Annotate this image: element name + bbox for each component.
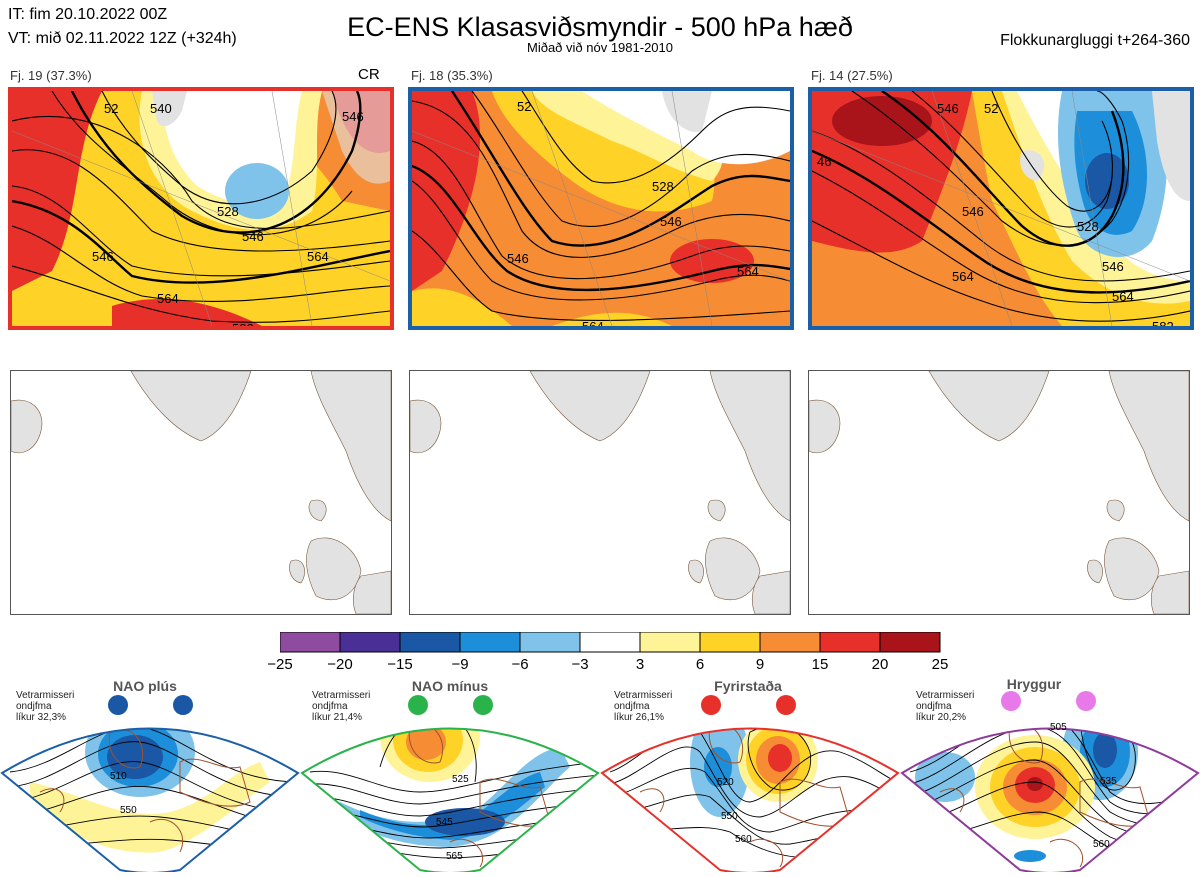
contour-label: 546 (660, 214, 682, 229)
contour-label: 528 (1077, 219, 1099, 234)
colorbar (280, 632, 941, 653)
colorbar-tick: −25 (267, 656, 293, 673)
regime-info-line: Vetrarmisseri (614, 690, 673, 701)
contour-label: 546 (507, 251, 529, 266)
regime-info-line: líkur 21,4% (312, 712, 363, 723)
contour-label: 52 (104, 101, 118, 116)
page-title: EC-ENS Klasasviðsmyndir - 500 hPa hæð (347, 12, 853, 42)
contour-label: 510 (110, 771, 127, 782)
colorbar-tick: −9 (451, 656, 469, 673)
colorbar-tick: 9 (755, 656, 765, 673)
colorbar-tick: 15 (811, 656, 829, 673)
contour-label: 528 (217, 204, 239, 219)
regime-nao-plus: 510 550 NAO plús Vetrarmisseri ondjfma l… (0, 672, 300, 874)
regime-name: Hryggur (1006, 676, 1062, 692)
colorbar-tick: 6 (695, 656, 705, 673)
panel-3-label: Fj. 14 (27.5%) (811, 68, 893, 83)
regime-info-line: Vetrarmisseri (16, 690, 75, 701)
colorbar-tick: 25 (931, 656, 949, 673)
contour-label: 505 (1050, 722, 1067, 733)
regime-info-line: Vetrarmisseri (312, 690, 371, 701)
colorbar-tick: −6 (511, 656, 529, 673)
panel-1-label: Fj. 19 (37.3%) (10, 68, 92, 83)
colorbar-tick: 3 (635, 656, 645, 673)
regime-info-line: líkur 26,1% (614, 712, 665, 723)
contour-label: 564 (952, 269, 974, 284)
regime-info-line: líkur 32,3% (16, 712, 67, 723)
colorbar-tick: −3 (571, 656, 589, 673)
blank-map-1 (10, 370, 392, 615)
regime-blocking: 520 550 560 Fyrirstaða Vetrarmisseri ond… (600, 672, 900, 874)
cluster-map-3: 546 52 46 546 528 546 564 564 582 (808, 87, 1194, 330)
contour-label: 550 (721, 811, 738, 822)
contour-label: 582 (1152, 319, 1174, 326)
regime-info-line: líkur 20,2% (916, 712, 967, 723)
contour-label: 52 (984, 101, 998, 116)
page-subtitle: Miðað við nóv 1981-2010 (527, 40, 673, 55)
contour-label: 564 (157, 291, 179, 306)
regime-name: Fyrirstaða (714, 678, 782, 694)
contour-label: 582 (232, 321, 254, 326)
colorbar-tick: −20 (327, 656, 353, 673)
contour-label: 528 (652, 179, 674, 194)
contour-label: 545 (436, 817, 453, 828)
classification-window: Flokkunargluggi t+264-360 (1000, 32, 1190, 49)
valid-time: VT: mið 02.11.2022 12Z (+324h) (8, 30, 237, 47)
contour-label: 560 (1093, 839, 1110, 850)
contour-label: 546 (937, 101, 959, 116)
regime-info-line: Vetrarmisseri (916, 690, 975, 701)
regime-name: NAO plús (113, 678, 177, 694)
contour-label: 535 (1100, 776, 1117, 787)
contour-label: 564 (582, 319, 604, 326)
contour-label: 525 (452, 774, 469, 785)
regime-info-line: ondjfma (614, 701, 650, 712)
contour-label: 564 (307, 249, 329, 264)
contour-label: 565 (446, 851, 463, 862)
panel-1-tag: CR (358, 66, 380, 83)
blank-map-3 (808, 370, 1190, 615)
contour-label: 52 (517, 99, 531, 114)
colorbar-tick: 20 (871, 656, 889, 673)
contour-label: 546 (962, 204, 984, 219)
cluster-map-2: 528 546 546 564 564 52 (408, 87, 794, 330)
contour-label: 540 (150, 101, 172, 116)
regime-info-line: ondjfma (916, 701, 952, 712)
contour-label: 550 (120, 805, 137, 816)
init-time: IT: fim 20.10.2022 00Z (8, 6, 168, 23)
contour-label: 546 (342, 109, 364, 124)
contour-label: 46 (817, 154, 831, 169)
contour-label: 546 (1102, 259, 1124, 274)
contour-label: 546 (242, 229, 264, 244)
regime-nao-minus: 525 545 565 NAO mínus Vetrarmisseri ondj… (300, 672, 600, 874)
contour-label: 560 (735, 834, 752, 845)
regime-info-line: ondjfma (312, 701, 348, 712)
regime-info-line: ondjfma (16, 701, 52, 712)
regime-ridge: 505 535 560 Hryggur Vetrarmisseri ondjfm… (900, 672, 1200, 874)
blank-map-2 (409, 370, 791, 615)
colorbar-tick: −15 (387, 656, 413, 673)
contour-label: 564 (737, 264, 759, 279)
regime-name: NAO mínus (411, 678, 489, 694)
contour-label: 520 (717, 777, 734, 788)
contour-label: 546 (92, 249, 114, 264)
contour-label: 564 (1112, 289, 1134, 304)
panel-2-label: Fj. 18 (35.3%) (411, 68, 493, 83)
cluster-map-1: 540 528 546 546 564 564 582 52 546 (8, 87, 394, 330)
